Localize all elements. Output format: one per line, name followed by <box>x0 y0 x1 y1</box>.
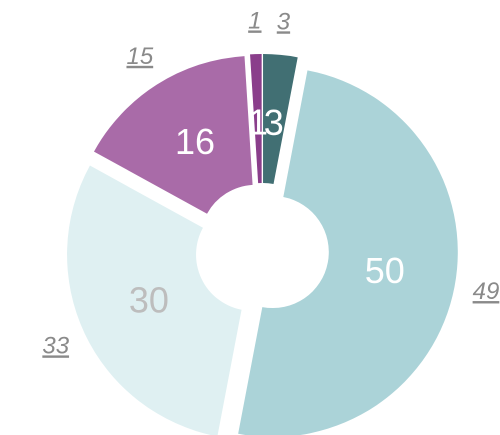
slice-label: 3 <box>264 102 284 143</box>
slice-label: 1 <box>248 102 268 143</box>
slice <box>250 54 262 184</box>
outer-label: 33 <box>42 332 69 359</box>
outer-label: 1 <box>248 7 261 34</box>
slice-label: 50 <box>365 250 405 291</box>
slice <box>67 165 242 435</box>
slice <box>93 56 253 214</box>
slice-label: 30 <box>129 280 169 321</box>
outer-label: 3 <box>277 8 291 35</box>
outer-label: 49 <box>473 278 500 305</box>
outer-label: 15 <box>126 43 153 70</box>
slice <box>263 54 298 185</box>
slice <box>238 70 458 435</box>
slice-label: 16 <box>175 121 215 162</box>
